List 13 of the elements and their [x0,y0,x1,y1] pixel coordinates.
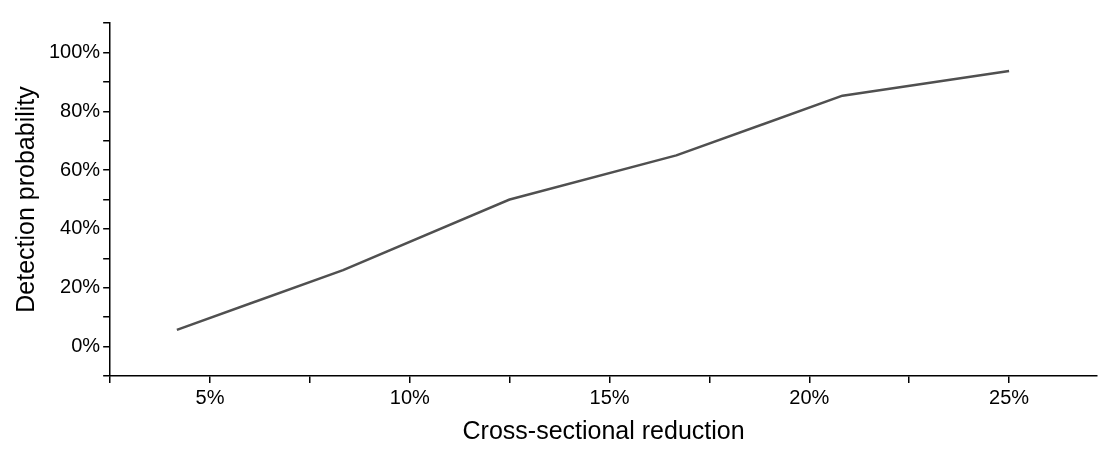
y-tick-label: 80% [60,98,101,121]
x-tick-label: 20% [789,385,830,408]
x-axis-title: Cross-sectional reduction [462,415,745,444]
x-tick-label: 25% [989,385,1030,408]
y-tick-label: 0% [71,334,101,357]
y-tick-label: 40% [60,216,101,239]
y-axis-title: Detection probability [10,85,39,313]
y-tick-label: 20% [60,275,101,298]
x-tick-label: 5% [195,385,225,408]
y-tick-label: 60% [60,157,101,180]
x-tick-label: 15% [589,385,630,408]
y-tick-label: 100% [49,39,101,62]
x-tick-label: 10% [389,385,431,408]
